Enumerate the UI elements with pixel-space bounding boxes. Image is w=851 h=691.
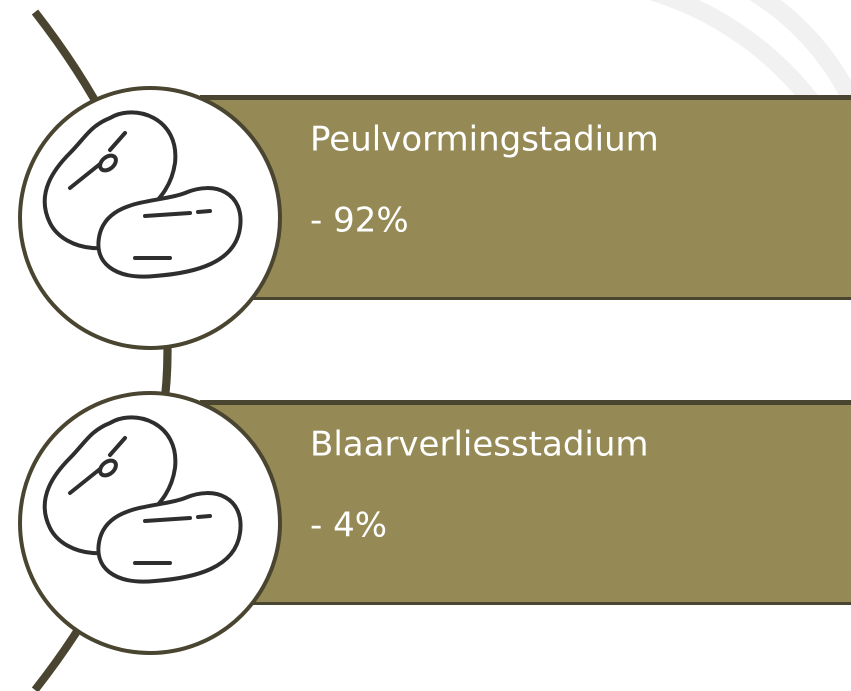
stage-band — [200, 95, 851, 300]
band-top-border — [200, 400, 851, 405]
band-bottom-border — [200, 297, 851, 300]
bean-eye — [98, 153, 118, 173]
bean-front-seam — [133, 514, 212, 565]
stage-item: Peulvormingstadium - 92% — [18, 86, 851, 350]
stage-value: - 92% — [310, 201, 409, 241]
bean-front-seam — [133, 209, 212, 260]
band-bottom-border — [200, 602, 851, 605]
stage-label: Blaarverliesstadium — [310, 425, 649, 465]
stage-label: Peulvormingstadium — [310, 120, 659, 160]
band-top-border — [200, 95, 851, 100]
bean-eye — [98, 458, 118, 478]
stage-band — [200, 400, 851, 605]
stage-value: - 4% — [310, 506, 387, 546]
stage-item: Blaarverliesstadium - 4% — [18, 391, 851, 655]
